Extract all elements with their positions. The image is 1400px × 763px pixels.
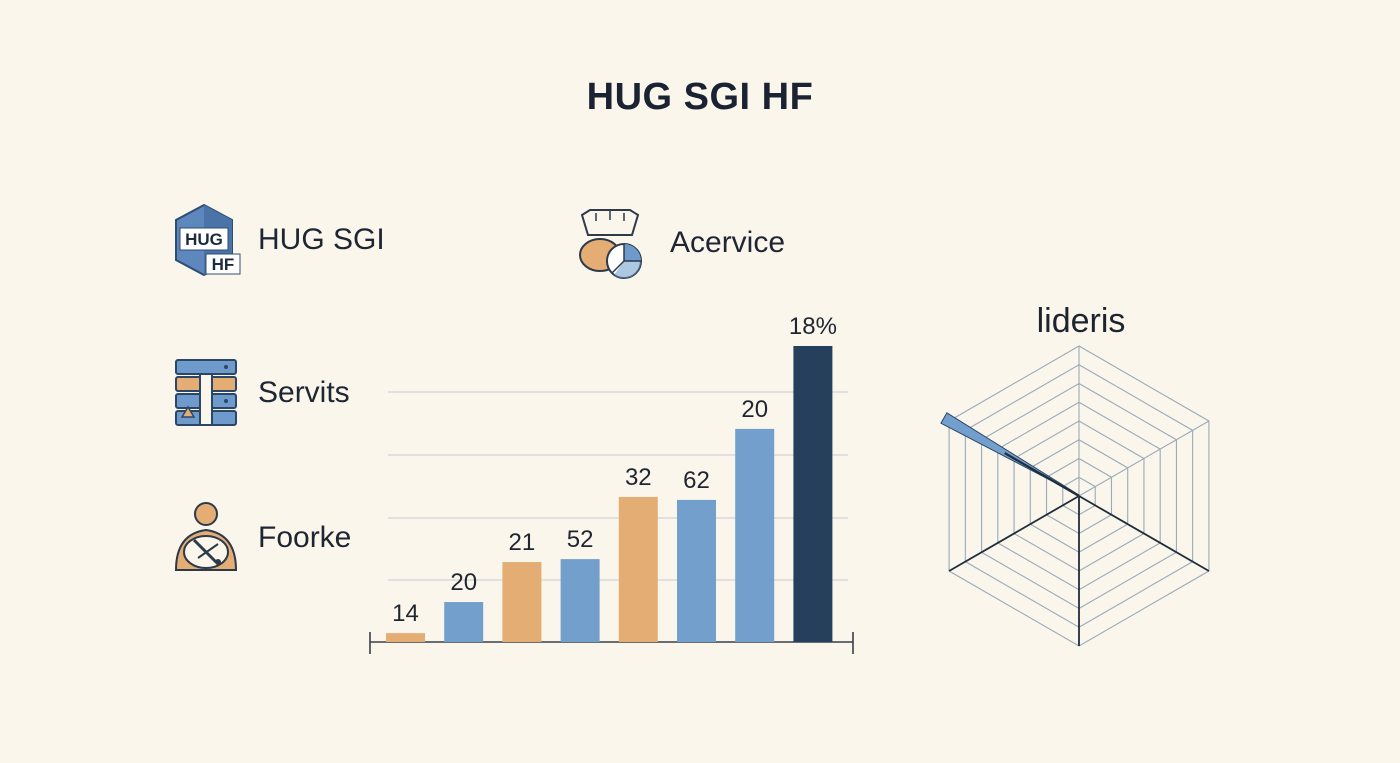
bar (502, 562, 542, 642)
hexagon-logo-icon: HUG HF (175, 203, 241, 277)
bar (735, 428, 775, 642)
bar-chart: 14 20 21 52 32 62 20 18% (369, 313, 854, 654)
person-tools-icon (174, 502, 238, 571)
bar-value-label: 21 (509, 529, 536, 556)
bar-value-label: 20 (450, 569, 477, 596)
bar-value-label: 52 (567, 526, 594, 553)
bar (444, 602, 484, 642)
radar-chart: lideris (940, 302, 1210, 647)
legend-item-servits: Servits (168, 355, 350, 431)
legend-item-foorke: Foorke (168, 500, 351, 576)
legend-label: Foorke (258, 521, 352, 554)
legend-label: Acervice (670, 226, 786, 259)
bar-value-label: 20 (741, 396, 768, 423)
radar-spoke (1078, 420, 1210, 497)
bar-value-label: 18% (789, 313, 837, 340)
legend-label: HUG SGI (258, 223, 385, 256)
bar (560, 559, 600, 642)
radar-spoke (1078, 495, 1210, 572)
radar-series-area (940, 412, 1080, 496)
bar (618, 496, 658, 642)
bar (677, 499, 716, 642)
legend-label: Servits (258, 376, 350, 409)
bar-value-label: 32 (625, 464, 652, 491)
bar (793, 346, 833, 642)
legend-item-hug-sgi: HUG HF HUG SGI (168, 202, 385, 278)
bar (386, 633, 425, 642)
radar-spoke (948, 495, 1080, 572)
radar-series-line (1004, 452, 1080, 497)
svg-text:HF: HF (212, 255, 235, 274)
svg-text:HUG: HUG (185, 230, 223, 249)
page-title: HUG SGI HF (586, 76, 814, 118)
radar-title: lideris (1037, 302, 1126, 340)
bar-value-label: 62 (683, 467, 710, 494)
server-rack-icon (175, 359, 237, 426)
legend-item-acervice: Acervice (572, 205, 785, 281)
pie-device-icon (579, 209, 642, 279)
bar-value-label: 14 (392, 600, 419, 627)
